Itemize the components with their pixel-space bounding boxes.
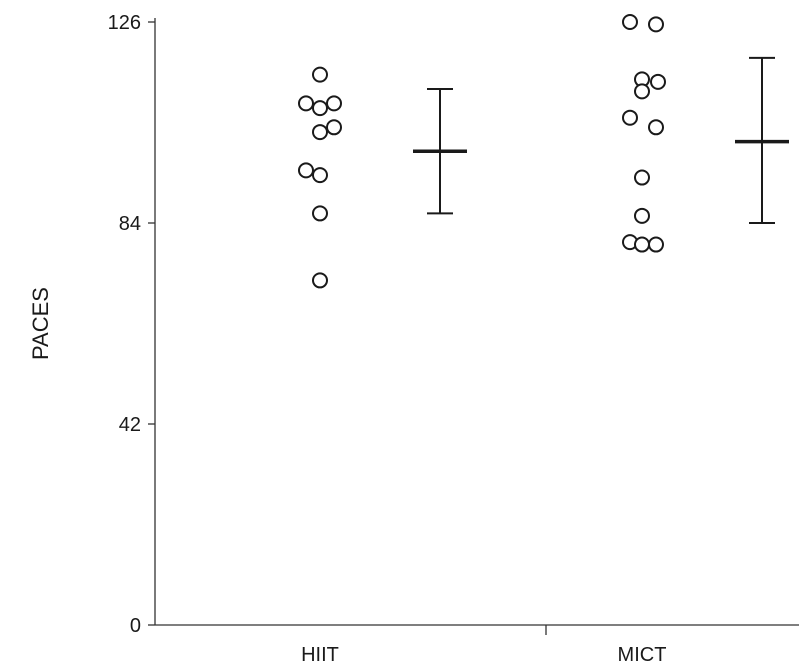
data-point	[326, 95, 342, 112]
data-point	[312, 124, 328, 141]
x-tick-label-mict: MICT	[618, 644, 667, 666]
plot-area	[298, 14, 789, 289]
data-point	[326, 119, 342, 136]
data-point	[622, 109, 638, 126]
x-ticks: HIIT MICT	[301, 625, 666, 666]
y-tick-label: 0	[130, 615, 141, 637]
data-point	[312, 272, 328, 289]
y-axis-title: PACES	[28, 287, 53, 360]
data-point	[634, 169, 650, 186]
data-point	[298, 162, 314, 179]
data-point	[312, 205, 328, 222]
x-tick-label-hiit: HIIT	[301, 644, 339, 666]
data-point	[634, 83, 650, 100]
y-tick-label: 42	[119, 414, 141, 436]
group-hiit	[298, 66, 467, 289]
data-point	[298, 95, 314, 112]
y-tick-label: 84	[119, 213, 141, 235]
data-point	[622, 14, 638, 30]
data-point	[648, 119, 664, 136]
data-point	[312, 66, 328, 83]
axes	[154, 18, 799, 626]
data-point	[312, 167, 328, 184]
group-mict	[622, 14, 789, 253]
data-point	[312, 100, 328, 117]
data-point	[634, 207, 650, 224]
y-ticks: 0 42 84 126	[108, 12, 155, 637]
data-point	[634, 236, 650, 253]
data-point	[650, 73, 666, 90]
data-point	[648, 236, 664, 253]
y-tick-label: 126	[108, 12, 141, 34]
data-point	[648, 16, 664, 33]
